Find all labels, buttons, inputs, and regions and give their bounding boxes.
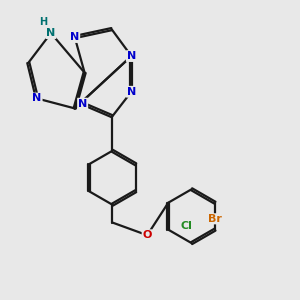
Text: N: N xyxy=(127,51,136,61)
Text: N: N xyxy=(70,32,79,42)
Text: N: N xyxy=(127,87,136,97)
Text: Cl: Cl xyxy=(180,221,192,232)
Text: N: N xyxy=(78,99,87,109)
Text: Br: Br xyxy=(208,214,222,224)
Text: O: O xyxy=(142,230,152,240)
Text: N: N xyxy=(32,94,42,103)
Text: N: N xyxy=(46,28,56,38)
Text: H: H xyxy=(39,17,47,27)
